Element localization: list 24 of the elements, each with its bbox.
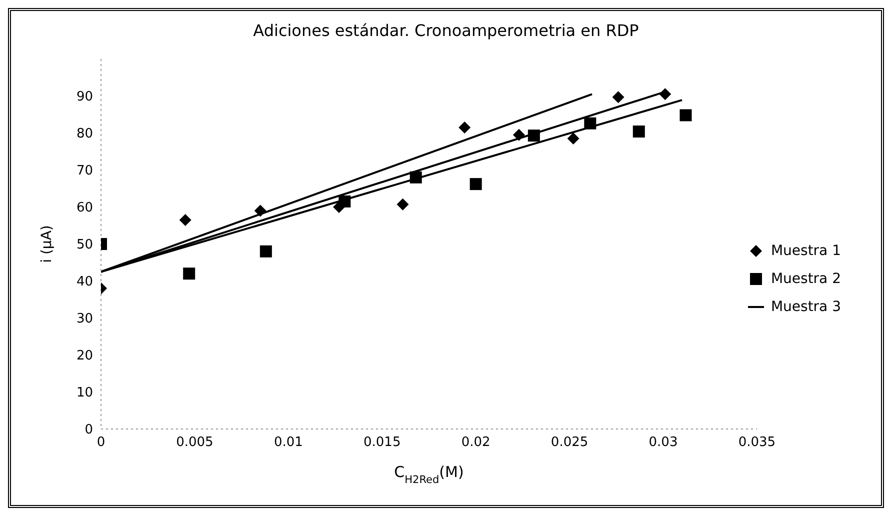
y-tick-label: 0 xyxy=(84,422,93,438)
x-tick-label: 0.025 xyxy=(550,435,588,450)
y-tick-label: 20 xyxy=(76,348,93,364)
y-tick-label: 60 xyxy=(76,200,93,216)
y-tick-label: 40 xyxy=(76,274,93,290)
legend-label: Muestra 3 xyxy=(770,299,841,315)
x-tick-label: 0.005 xyxy=(176,435,214,450)
legend-label: Muestra 2 xyxy=(770,271,841,287)
x-tick-label: 0.03 xyxy=(648,435,678,450)
y-axis-title: i (μA) xyxy=(38,225,55,263)
x-tick-label: 0.01 xyxy=(274,435,303,450)
y-tick-label: 10 xyxy=(76,386,93,401)
y-tick-label: 70 xyxy=(76,164,93,179)
y-tick-label: 90 xyxy=(76,90,93,105)
x-tick-label: 0.035 xyxy=(738,435,776,450)
x-axis-title: C$_{H2Red}$(M) xyxy=(394,463,464,486)
x-tick-label: 0.02 xyxy=(461,435,490,450)
y-tick-label: 80 xyxy=(76,126,93,142)
x-tick-label: 0.015 xyxy=(364,435,401,450)
x-tick-label: 0 xyxy=(96,435,106,450)
legend-label: Muestra 1 xyxy=(770,243,841,259)
y-tick-label: 30 xyxy=(76,312,93,327)
y-tick-label: 50 xyxy=(76,238,93,253)
chart-title: Adiciones estándar. Cronoamperometria en RDP xyxy=(252,20,640,42)
